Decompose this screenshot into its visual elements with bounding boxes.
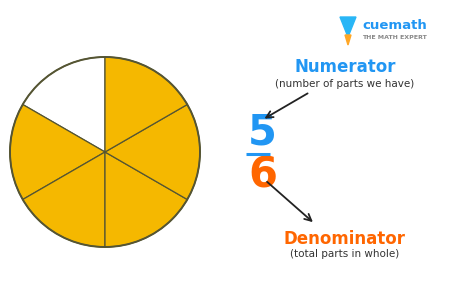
Polygon shape bbox=[105, 57, 187, 152]
Text: Denominator: Denominator bbox=[284, 230, 406, 248]
Text: THE MATH EXPERT: THE MATH EXPERT bbox=[362, 34, 427, 40]
Text: 6: 6 bbox=[248, 154, 277, 196]
Text: Numerator: Numerator bbox=[294, 58, 396, 76]
Text: (number of parts we have): (number of parts we have) bbox=[275, 79, 415, 89]
Text: cuemath: cuemath bbox=[362, 18, 427, 32]
Polygon shape bbox=[340, 17, 356, 37]
Polygon shape bbox=[23, 152, 105, 247]
Polygon shape bbox=[10, 104, 105, 200]
Polygon shape bbox=[105, 104, 200, 200]
Text: (total parts in whole): (total parts in whole) bbox=[291, 249, 400, 259]
Polygon shape bbox=[345, 35, 351, 45]
Polygon shape bbox=[23, 57, 105, 152]
Polygon shape bbox=[105, 152, 187, 247]
Text: 5: 5 bbox=[248, 111, 277, 153]
